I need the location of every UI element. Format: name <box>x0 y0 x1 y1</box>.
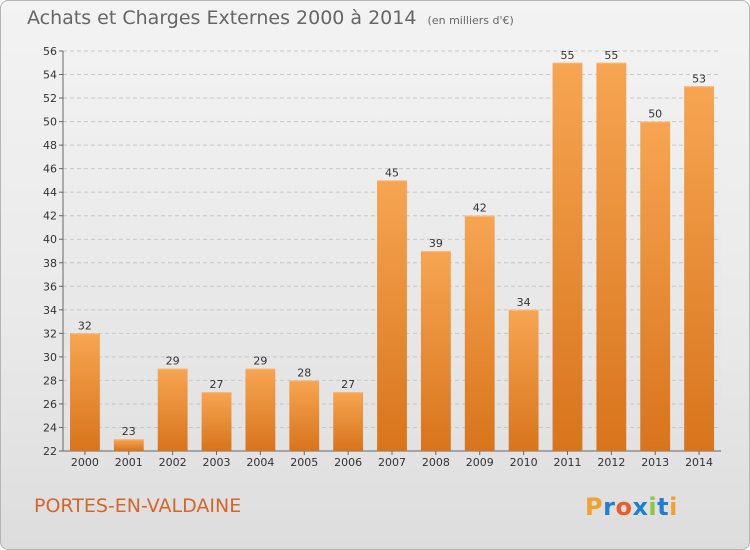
bar <box>420 251 451 451</box>
x-tick-label: 2009 <box>466 456 494 469</box>
x-tick-label: 2002 <box>159 456 187 469</box>
y-tick-label: 22 <box>43 445 57 458</box>
y-tick-label: 24 <box>43 421 57 434</box>
y-tick-label: 32 <box>43 327 57 340</box>
x-tick-label: 2000 <box>71 456 99 469</box>
x-tick-label: 2011 <box>553 456 581 469</box>
x-tick-label: 2013 <box>641 456 669 469</box>
bar <box>157 368 188 451</box>
data-label: 27 <box>341 378 355 391</box>
data-label: 34 <box>517 296 531 309</box>
bar <box>377 180 407 452</box>
bar <box>201 392 232 451</box>
x-tick-label: 2005 <box>290 456 318 469</box>
x-tick-label: 2001 <box>115 456 143 469</box>
logo-letter: r <box>603 493 616 521</box>
x-tick-label: 2006 <box>334 456 362 469</box>
data-label: 45 <box>385 166 399 179</box>
data-label: 23 <box>122 425 136 438</box>
chart-unit-label: (en milliers d'€) <box>427 14 514 27</box>
y-tick-label: 44 <box>43 186 57 199</box>
data-label: 32 <box>78 319 92 332</box>
x-tick-label: 2014 <box>685 456 713 469</box>
logo-letter: x <box>632 493 649 521</box>
data-label: 29 <box>166 355 180 368</box>
bar <box>508 309 539 451</box>
y-tick-label: 42 <box>43 210 57 223</box>
x-tick-label: 2004 <box>246 456 274 469</box>
data-label: 27 <box>210 378 224 391</box>
proxiti-logo: Proxiti <box>585 493 678 521</box>
x-tick-label: 2010 <box>510 456 538 469</box>
data-label: 29 <box>253 355 267 368</box>
chart-title-block: Achats et Charges Externes 2000 à 2014 (… <box>27 7 514 29</box>
y-tick-label: 38 <box>43 257 57 270</box>
y-tick-label: 36 <box>43 280 57 293</box>
chart-title: Achats et Charges Externes 2000 à 2014 <box>27 7 417 29</box>
x-tick-label: 2003 <box>203 456 231 469</box>
bar <box>640 121 671 452</box>
y-tick-label: 52 <box>43 92 57 105</box>
y-tick-label: 34 <box>43 304 57 317</box>
data-label: 53 <box>692 72 706 85</box>
y-tick-label: 48 <box>43 139 57 152</box>
y-tick-label: 54 <box>43 69 57 82</box>
x-tick-label: 2008 <box>422 456 450 469</box>
bar <box>684 86 714 451</box>
data-label: 39 <box>429 237 443 250</box>
bar <box>70 333 100 451</box>
bar <box>464 215 495 451</box>
bar <box>245 368 276 451</box>
data-label: 50 <box>648 108 662 121</box>
bar <box>596 62 627 451</box>
logo-letter: o <box>615 493 633 521</box>
y-tick-label: 50 <box>43 116 57 129</box>
data-label: 55 <box>560 49 574 62</box>
y-tick-label: 56 <box>43 45 57 58</box>
data-label: 55 <box>604 49 618 62</box>
logo-letter: P <box>585 493 604 521</box>
bar <box>552 62 583 451</box>
data-label: 28 <box>297 366 311 379</box>
x-tick-label: 2012 <box>597 456 625 469</box>
y-tick-label: 26 <box>43 398 57 411</box>
logo-letter: i <box>669 493 678 521</box>
y-tick-label: 30 <box>43 351 57 364</box>
data-label: 42 <box>473 202 487 215</box>
bar <box>333 392 364 451</box>
y-tick-label: 46 <box>43 163 57 176</box>
commune-name: PORTES-EN-VALDAINE <box>34 495 242 517</box>
x-tick-label: 2007 <box>378 456 406 469</box>
bar <box>289 380 320 451</box>
y-tick-label: 28 <box>43 374 57 387</box>
bar <box>113 439 144 451</box>
logo-letter: t <box>657 493 670 521</box>
y-tick-label: 40 <box>43 233 57 246</box>
logo-letter: i <box>648 493 658 521</box>
